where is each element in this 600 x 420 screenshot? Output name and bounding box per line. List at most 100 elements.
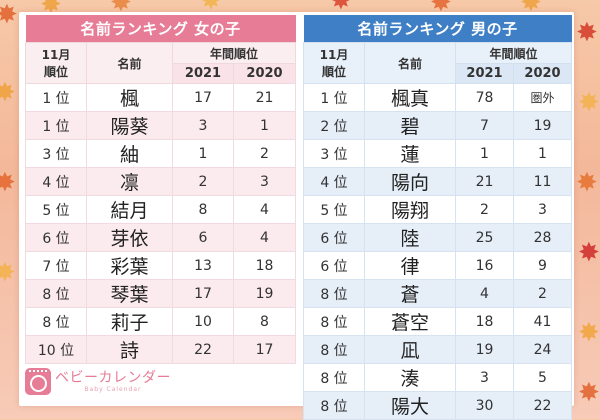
rank-2021-cell: 1 [172, 139, 234, 168]
girls-table-title: 名前ランキング 女の子 [25, 15, 296, 43]
rank-cell: 7 位 [25, 251, 87, 280]
table-row: 8 位琴葉 17 19 [25, 279, 297, 308]
name-header: 名前 [86, 42, 173, 84]
rank-2020-cell: 4 [232, 223, 297, 252]
year-2021-header: 2021 [172, 63, 234, 84]
rank-cell: 6 位 [25, 223, 87, 252]
maple-leaf-icon: ✸ [576, 18, 598, 48]
maple-leaf-icon: ✸ [578, 88, 600, 118]
rank-2021-cell: 6 [172, 223, 234, 252]
rank-2021-cell: 2 [172, 167, 234, 196]
table-row: 6 位律 16 9 [303, 251, 573, 280]
name-cell: 湊 [364, 363, 456, 392]
rank-2020-cell: 4 [232, 195, 297, 224]
rank-2020-cell: 1 [232, 111, 297, 140]
name-cell: 凪 [364, 335, 456, 364]
rank-cell: 8 位 [303, 363, 365, 392]
rank-cell: 8 位 [303, 335, 365, 364]
rank-2021-cell: 25 [455, 223, 514, 252]
rank-2020-cell: 24 [512, 335, 573, 364]
maple-leaf-icon: ✸ [578, 318, 600, 348]
month-rank-header-line2: 順位 [321, 65, 346, 79]
table-row: 2 位碧 7 19 [303, 111, 573, 140]
month-rank-header-line2: 順位 [43, 65, 68, 79]
name-cell: 律 [364, 251, 456, 280]
rank-cell: 4 位 [25, 167, 87, 196]
rank-2020-cell: 19 [512, 111, 573, 140]
name-cell: 楓 [86, 83, 173, 112]
rank-2021-cell: 4 [455, 279, 514, 308]
month-rank-header: 11月 順位 [25, 42, 87, 84]
name-cell: 蒼空 [364, 307, 456, 336]
name-cell: 碧 [364, 111, 456, 140]
rank-2020-cell: 17 [232, 335, 297, 364]
table-row: 5 位陽翔 2 3 [303, 195, 573, 224]
table-row: 8 位陽大 30 22 [303, 391, 573, 420]
rank-2020-cell: 22 [512, 391, 573, 420]
rank-2020-cell: 3 [232, 167, 297, 196]
rank-2020-cell: 1 [512, 139, 573, 168]
year-2020-header: 2020 [232, 63, 297, 84]
name-cell: 楓真 [364, 83, 456, 112]
table-row: 6 位芽依 6 4 [25, 223, 297, 252]
girls-ranking-table: 名前ランキング 女の子 11月 順位 名前 年間順位 2021 2020 1 位… [25, 15, 297, 364]
annual-rank-header: 年間順位 [171, 42, 297, 64]
name-header: 名前 [364, 42, 456, 84]
name-cell: 陽大 [364, 391, 456, 420]
rank-2020-cell: 18 [232, 251, 297, 280]
maple-leaf-icon: ✸ [578, 238, 600, 268]
rank-cell: 1 位 [25, 111, 87, 140]
rank-cell: 4 位 [303, 167, 365, 196]
rank-cell: 6 位 [303, 223, 365, 252]
year-2021-header: 2021 [455, 63, 514, 84]
table-row: 5 位結月 8 4 [25, 195, 297, 224]
rank-2021-cell: 7 [455, 111, 514, 140]
rank-cell: 10 位 [25, 335, 87, 364]
rank-2021-cell: 19 [455, 335, 514, 364]
rank-2021-cell: 78 [455, 83, 514, 112]
name-cell: 陽向 [364, 167, 456, 196]
rank-2021-cell: 21 [455, 167, 514, 196]
rank-2020-cell: 圏外 [512, 83, 573, 112]
rank-2020-cell: 11 [512, 167, 573, 196]
table-row: 1 位楓真 78 圏外 [303, 83, 573, 112]
calendar-baby-icon [25, 368, 51, 395]
name-cell: 凛 [86, 167, 173, 196]
rank-2021-cell: 8 [172, 195, 234, 224]
rank-2020-cell: 2 [232, 139, 297, 168]
name-cell: 結月 [86, 195, 173, 224]
table-row: 7 位彩葉 13 18 [25, 251, 297, 280]
table-row: 8 位蒼空 18 41 [303, 307, 573, 336]
maple-leaf-icon: ✸ [576, 168, 598, 198]
rank-2021-cell: 17 [172, 279, 234, 308]
rank-2021-cell: 10 [172, 307, 234, 336]
rank-cell: 8 位 [25, 307, 87, 336]
rank-2021-cell: 18 [455, 307, 514, 336]
rank-cell: 1 位 [25, 83, 87, 112]
rank-cell: 2 位 [303, 111, 365, 140]
rank-2020-cell: 3 [512, 195, 573, 224]
maple-leaf-icon: ✸ [200, 0, 222, 16]
rank-2021-cell: 30 [455, 391, 514, 420]
rank-2020-cell: 9 [512, 251, 573, 280]
name-cell: 陸 [364, 223, 456, 252]
annual-rank-header: 年間順位 [454, 42, 573, 64]
table-row: 6 位陸 25 28 [303, 223, 573, 252]
name-cell: 陽葵 [86, 111, 173, 140]
logo-japanese-text: ベビーカレンダー [55, 370, 171, 386]
rank-cell: 3 位 [303, 139, 365, 168]
rank-cell: 8 位 [303, 279, 365, 308]
boys-ranking-table: 名前ランキング 男の子 11月 順位 名前 年間順位 2021 2020 1 位… [303, 15, 573, 420]
name-cell: 詩 [86, 335, 173, 364]
rank-2021-cell: 2 [455, 195, 514, 224]
rank-2020-cell: 41 [512, 307, 573, 336]
table-row: 10 位詩 22 17 [25, 335, 297, 364]
rank-cell: 8 位 [303, 307, 365, 336]
name-cell: 蒼 [364, 279, 456, 308]
name-cell: 陽翔 [364, 195, 456, 224]
name-cell: 琴葉 [86, 279, 173, 308]
rank-2021-cell: 22 [172, 335, 234, 364]
